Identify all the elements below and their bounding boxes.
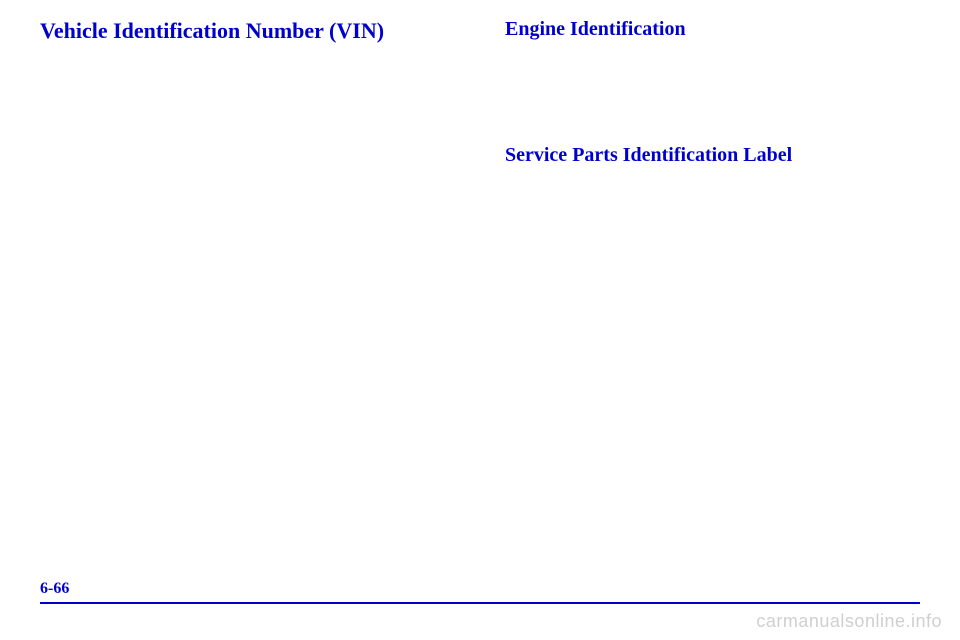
page-number: 6-66	[40, 580, 69, 598]
engine-identification-heading: Engine Identification	[505, 18, 920, 41]
vin-heading: Vehicle Identification Number (VIN)	[40, 18, 455, 44]
left-column: Vehicle Identification Number (VIN)	[40, 18, 455, 175]
spacer	[505, 49, 920, 144]
right-column: Engine Identification Service Parts Iden…	[505, 18, 920, 175]
footer-rule	[40, 602, 920, 604]
watermark-text: carmanualsonline.info	[756, 611, 942, 632]
two-column-layout: Vehicle Identification Number (VIN) Engi…	[40, 18, 920, 175]
service-parts-label-heading: Service Parts Identification Label	[505, 144, 920, 167]
page-container: Vehicle Identification Number (VIN) Engi…	[0, 0, 960, 640]
